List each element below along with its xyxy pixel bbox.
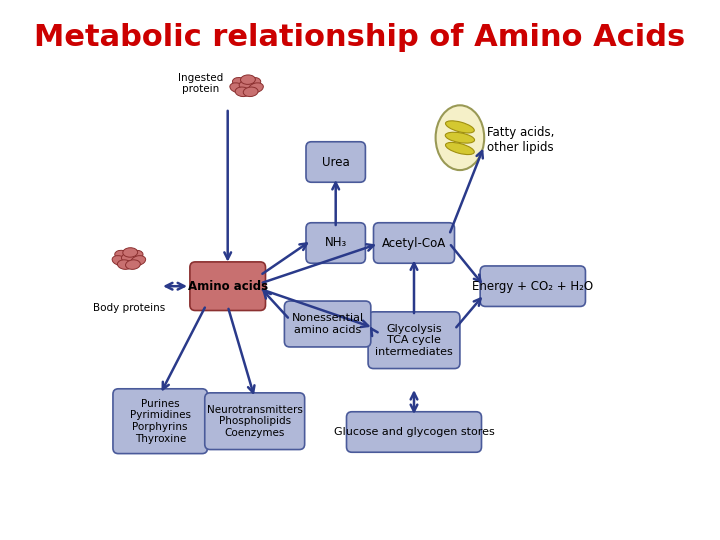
FancyBboxPatch shape bbox=[306, 222, 365, 263]
Text: Purines
Pyrimidines
Porphyrins
Thyroxine: Purines Pyrimidines Porphyrins Thyroxine bbox=[130, 399, 191, 443]
FancyBboxPatch shape bbox=[374, 222, 454, 263]
FancyBboxPatch shape bbox=[190, 262, 266, 310]
Ellipse shape bbox=[112, 255, 127, 266]
Text: Energy + CO₂ + H₂O: Energy + CO₂ + H₂O bbox=[472, 280, 593, 293]
Ellipse shape bbox=[248, 83, 264, 93]
Ellipse shape bbox=[131, 255, 145, 266]
Text: NH₃: NH₃ bbox=[325, 237, 347, 249]
FancyBboxPatch shape bbox=[284, 301, 371, 347]
Text: Nonessential
amino acids: Nonessential amino acids bbox=[292, 313, 364, 335]
Ellipse shape bbox=[235, 87, 250, 97]
FancyBboxPatch shape bbox=[113, 389, 207, 454]
Ellipse shape bbox=[123, 248, 138, 257]
Ellipse shape bbox=[128, 251, 143, 260]
Text: Glucose and glycogen stores: Glucose and glycogen stores bbox=[333, 427, 495, 437]
Ellipse shape bbox=[240, 75, 256, 84]
Text: Acetyl-CoA: Acetyl-CoA bbox=[382, 237, 446, 249]
Ellipse shape bbox=[117, 260, 132, 269]
Text: Ingested
protein: Ingested protein bbox=[178, 73, 223, 94]
Ellipse shape bbox=[233, 78, 247, 87]
FancyBboxPatch shape bbox=[368, 312, 460, 368]
Ellipse shape bbox=[446, 121, 474, 133]
FancyBboxPatch shape bbox=[204, 393, 305, 449]
Text: Metabolic relationship of Amino Acids: Metabolic relationship of Amino Acids bbox=[35, 23, 685, 52]
Ellipse shape bbox=[239, 80, 254, 90]
Ellipse shape bbox=[114, 251, 130, 260]
Text: Body proteins: Body proteins bbox=[93, 303, 165, 313]
Ellipse shape bbox=[446, 143, 474, 154]
Text: Glycolysis
TCA cycle
intermediates: Glycolysis TCA cycle intermediates bbox=[375, 323, 453, 357]
Ellipse shape bbox=[243, 87, 258, 97]
FancyBboxPatch shape bbox=[480, 266, 585, 307]
Ellipse shape bbox=[122, 253, 136, 262]
Ellipse shape bbox=[436, 105, 485, 170]
Text: Neurotransmitters
Phospholipids
Coenzymes: Neurotransmitters Phospholipids Coenzyme… bbox=[207, 404, 302, 438]
Text: Amino acids: Amino acids bbox=[188, 280, 268, 293]
Ellipse shape bbox=[125, 260, 140, 269]
Text: Fatty acids,
other lipids: Fatty acids, other lipids bbox=[487, 126, 554, 154]
Ellipse shape bbox=[445, 132, 474, 143]
Ellipse shape bbox=[230, 83, 245, 93]
FancyBboxPatch shape bbox=[306, 142, 365, 183]
FancyBboxPatch shape bbox=[346, 411, 482, 453]
Ellipse shape bbox=[246, 78, 261, 87]
Text: Urea: Urea bbox=[322, 156, 350, 168]
